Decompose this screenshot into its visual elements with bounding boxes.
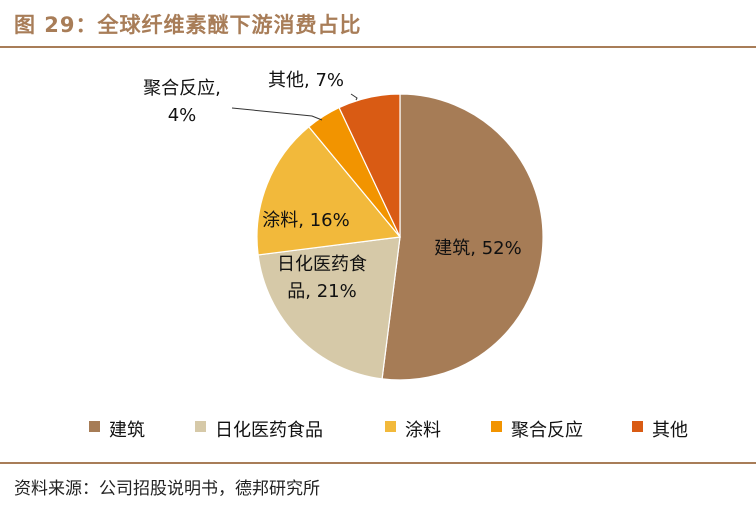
legend-label: 日化医药食品 — [215, 420, 323, 441]
leader-lines — [231, 93, 358, 121]
pie-chart: 建筑, 52% 日化医药食品, 21% 涂料, 16% 聚合反应, 4% 其他, 7% 建… — [89, 70, 688, 441]
legend-label: 建筑 — [109, 420, 145, 441]
data-label: 聚合反应, 4% — [143, 78, 221, 126]
figure-title: 图 29：全球纤维素醚下游消费占比 — [14, 13, 362, 37]
data-label: 日化医药食品, 21% — [277, 254, 367, 302]
pie-slice — [381, 93, 544, 381]
pie-slices — [256, 93, 544, 381]
legend-swatch — [89, 421, 100, 432]
source-note: 资料来源：公司招股说明书，德邦研究所 — [14, 479, 320, 499]
legend-swatch — [385, 421, 396, 432]
source-rule — [0, 462, 756, 464]
leader-line — [350, 93, 358, 101]
data-label: 其他, 7% — [268, 70, 344, 91]
data-label: 建筑, 52% — [434, 238, 521, 259]
legend-label: 聚合反应 — [511, 420, 583, 441]
pie-slice — [338, 93, 401, 238]
legend: 建筑 日化医药食品 涂料 聚合反应 其他 — [89, 420, 688, 441]
legend-label: 涂料 — [405, 420, 441, 441]
data-labels: 建筑, 52% 日化医药食品, 21% 涂料, 16% 聚合反应, 4% 其他, 7% — [143, 70, 522, 302]
data-label: 涂料, 16% — [262, 210, 349, 231]
leader-line — [231, 107, 323, 121]
legend-swatch — [491, 421, 502, 432]
pie-slice — [256, 125, 402, 256]
legend-label: 其他 — [652, 420, 688, 441]
pie-slice — [257, 236, 401, 380]
legend-swatch — [632, 421, 643, 432]
title-rule — [0, 46, 756, 48]
legend-swatch — [195, 421, 206, 432]
